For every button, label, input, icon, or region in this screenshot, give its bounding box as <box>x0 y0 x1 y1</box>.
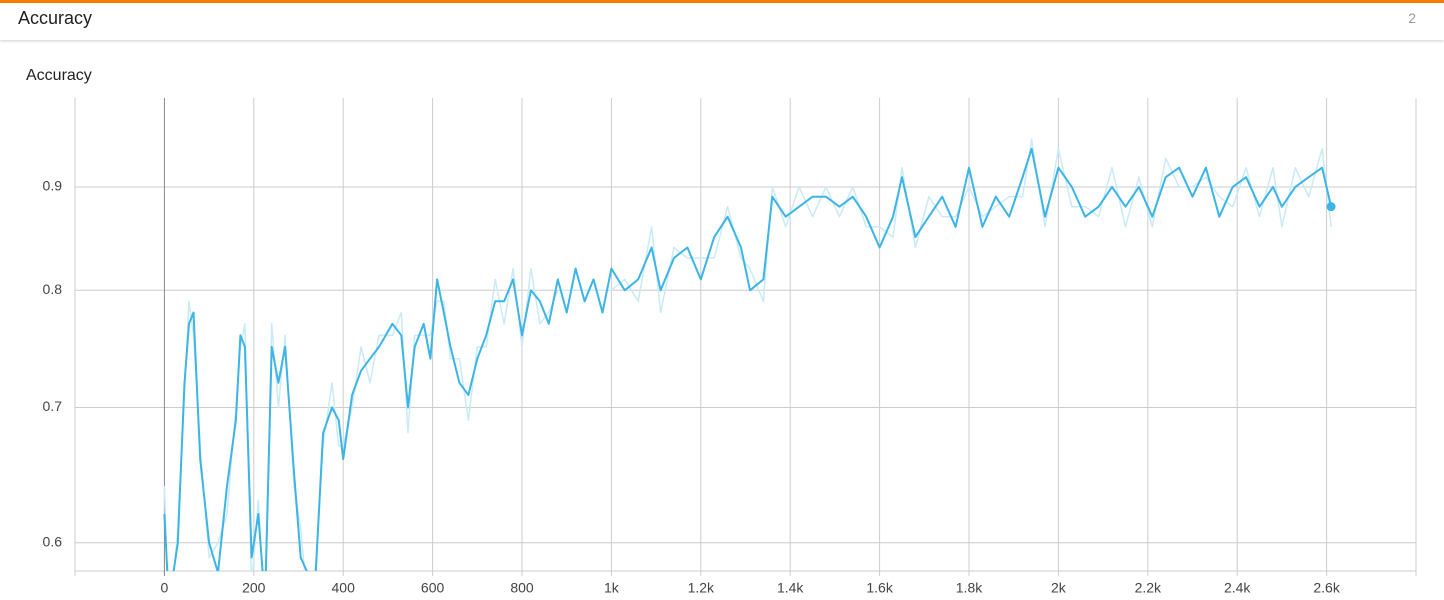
x-tick-label: 2.2k <box>1135 580 1162 596</box>
x-tick-label: 2.6k <box>1313 580 1340 596</box>
y-tick-label: 0.9 <box>43 178 63 194</box>
card-header: Accuracy 2 <box>0 0 1444 40</box>
chart-title: Accuracy <box>26 67 92 84</box>
x-tick-label: 200 <box>242 580 266 596</box>
x-tick-label: 1.8k <box>956 580 983 596</box>
y-tick-label: 0.6 <box>43 533 63 549</box>
y-tick-label: 0.8 <box>43 281 63 297</box>
end-point <box>1326 202 1336 212</box>
series-line <box>163 147 1333 571</box>
x-tick-label: 1k <box>604 580 620 596</box>
x-tick-label: 2.4k <box>1224 580 1251 596</box>
y-tick-label: 0.7 <box>43 398 63 414</box>
x-tick-label: 1.2k <box>688 580 715 596</box>
x-tick-label: 1.6k <box>866 580 893 596</box>
run-count: 2 <box>1408 10 1416 26</box>
x-tick-label: 1.4k <box>777 580 804 596</box>
x-tick-label: 2k <box>1051 580 1067 596</box>
x-tick-label: 600 <box>421 580 445 596</box>
x-tick-label: 800 <box>510 580 534 596</box>
x-tick-label: 400 <box>332 580 356 596</box>
x-tick-label: 0 <box>161 580 169 596</box>
card-title: Accuracy <box>18 8 93 28</box>
